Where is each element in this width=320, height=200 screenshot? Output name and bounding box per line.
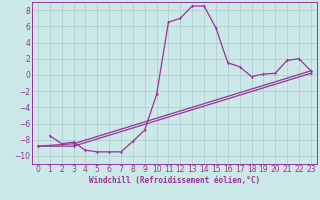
- X-axis label: Windchill (Refroidissement éolien,°C): Windchill (Refroidissement éolien,°C): [89, 176, 260, 185]
